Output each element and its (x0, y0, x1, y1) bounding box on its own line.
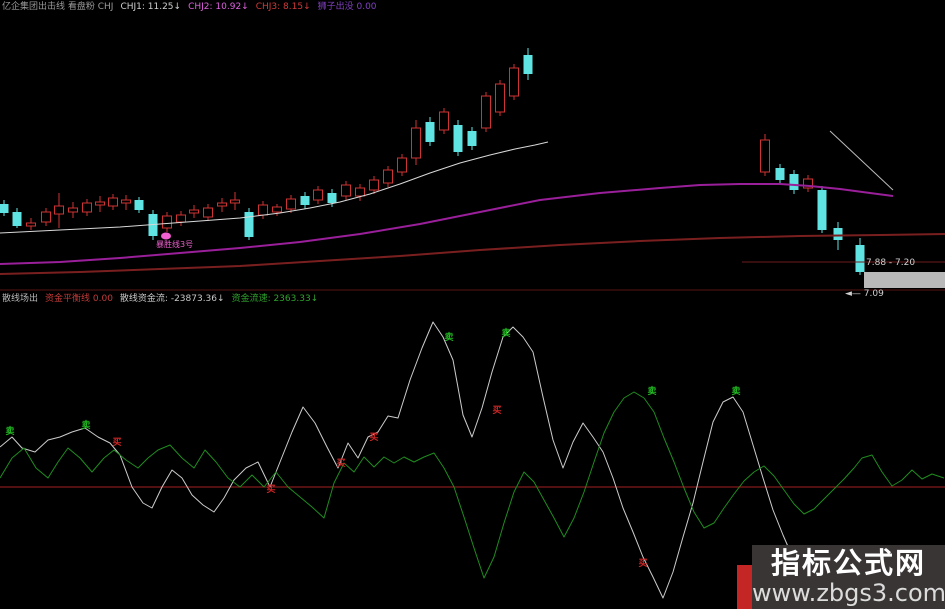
candle-body (495, 83, 505, 113)
candle-body (425, 122, 435, 142)
watermark: 指标公式网 www.zbgs3.com (752, 545, 945, 609)
buy-signal-marker: 买 (266, 484, 275, 495)
pane1-header-segment: CHJ1: 11.25↓ (120, 2, 182, 12)
candle-body (397, 157, 407, 173)
candle-body (775, 168, 785, 180)
candle-body (134, 200, 144, 210)
candle-body (272, 206, 282, 213)
candle-body (817, 190, 827, 230)
candle-body (68, 207, 78, 213)
last-price-tag: ◄— 7.09 (845, 289, 884, 299)
sell-signal-marker: 卖 (731, 385, 740, 397)
candle-body (286, 198, 296, 210)
candle-body (26, 222, 36, 227)
sell-signal-marker: 卖 (81, 419, 90, 431)
candle-body (439, 111, 449, 131)
sell-signal-marker: 卖 (5, 425, 14, 437)
candle-body (121, 199, 131, 204)
candle-body (162, 215, 172, 229)
candle-body (82, 202, 92, 213)
candle-body (300, 196, 310, 205)
candle-body (803, 178, 813, 189)
candle-body (509, 67, 519, 97)
candle-body (760, 139, 770, 173)
candle-body (789, 174, 799, 190)
candle-body (0, 204, 9, 213)
candle-body (369, 179, 379, 191)
candle-body (108, 197, 118, 207)
candle-body (258, 204, 268, 216)
pane1-header-segment: 狮子出没 0.00 (317, 2, 377, 12)
buy-signal-marker: 买 (369, 432, 378, 443)
price-range-label: 7.88 - 7.20 (866, 258, 916, 268)
watermark-red-bar (737, 565, 752, 609)
candle-body (327, 193, 337, 203)
candle-body (411, 127, 421, 159)
candle-body (217, 202, 227, 207)
candle-body (54, 205, 64, 215)
pane2-header-segment: 散线场出 (2, 294, 39, 304)
signal-annotation-label: 暴胜线3号 (156, 240, 194, 249)
watermark-url: www.zbgs3.com (752, 579, 945, 607)
candle-body (833, 228, 843, 240)
ma-brown-line (0, 233, 945, 275)
pane2-header-segment: 散线资金流: -23873.36↓ (119, 294, 225, 304)
pane1-header-segment: CHJ2: 10.92↓ (188, 2, 249, 12)
sell-signal-marker: 卖 (647, 385, 656, 397)
trend-line-line (829, 130, 894, 191)
candle-body (189, 209, 199, 214)
pane2-header-segment: 资金流速: 2363.33↓ (231, 294, 319, 304)
candle-body (523, 55, 533, 74)
pane1-header-segment: CHJ3: 8.15↓ (255, 2, 311, 12)
candle-body (176, 214, 186, 223)
buy-signal-marker: 买 (492, 405, 501, 416)
candle-body (203, 207, 213, 218)
buy-signal-marker: 买 (336, 458, 345, 469)
price-tooltip-box (864, 272, 945, 288)
watermark-title: 指标公式网 (770, 546, 926, 580)
signal-annotation-dot (161, 232, 171, 240)
pane2-header-segment: 资金平衡线 0.00 (45, 294, 113, 304)
buy-signal-marker: 买 (112, 437, 121, 448)
candle-body (355, 187, 365, 197)
sell-signal-marker: 卖 (444, 331, 453, 343)
candle-body (12, 212, 22, 226)
ma-white-line (0, 141, 549, 234)
candle-body (453, 125, 463, 152)
fund-green-line (0, 391, 945, 579)
fund-white-line (0, 321, 814, 601)
candle-body (230, 199, 240, 204)
candle-body (467, 131, 477, 146)
sell-signal-marker: 卖 (501, 327, 510, 339)
buy-signal-marker: 买 (638, 558, 647, 569)
candle-body (481, 95, 491, 129)
candle-body (95, 201, 105, 206)
pane1-header-segment: 亿企集团出击线 看盘粉 CHJ (2, 2, 114, 12)
candle-body (313, 189, 323, 201)
candle-body (341, 184, 351, 197)
candle-body (855, 245, 865, 272)
candle-body (383, 169, 393, 184)
candle-body (41, 211, 51, 223)
ma-purple-line (0, 183, 894, 265)
pane2-header: 散线场出 资金平衡线 0.00 散线资金流: -23873.36↓ 资金流速: 236… (2, 293, 325, 305)
pane1-header: 亿企集团出击线 看盘粉 CHJ CHJ1: 11.25↓ CHJ2: 10.92↓ C… (2, 1, 384, 13)
candle-body (244, 212, 254, 237)
